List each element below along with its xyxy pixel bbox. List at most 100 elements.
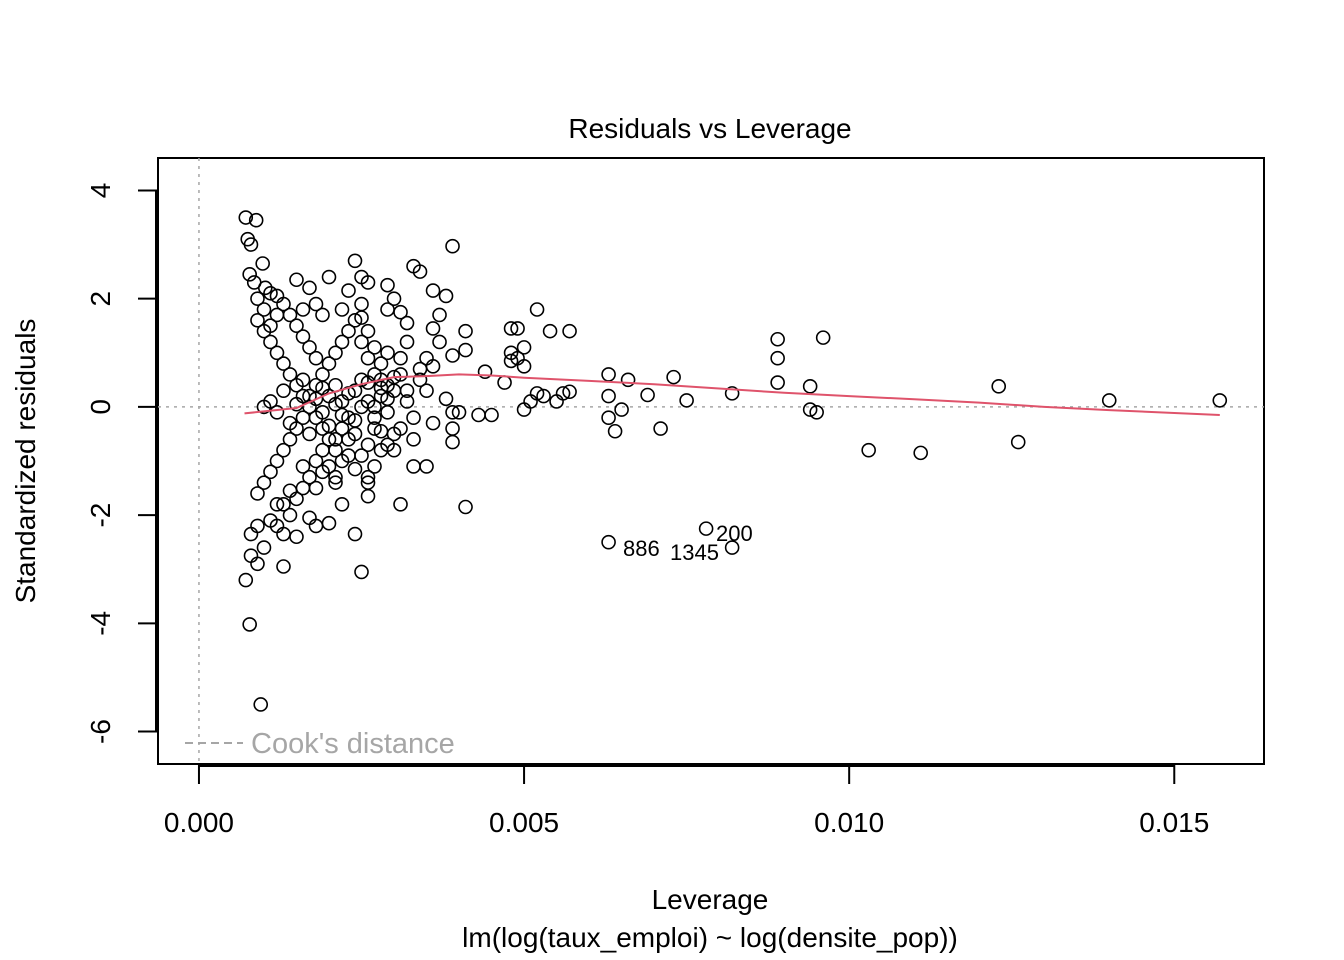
data-point — [360, 375, 376, 390]
data-point — [809, 405, 824, 420]
data-point — [360, 488, 376, 504]
data-point — [354, 296, 369, 312]
data-point — [276, 526, 291, 542]
data-point — [549, 394, 564, 409]
data-point — [399, 394, 415, 409]
data-point — [432, 307, 447, 323]
data-point — [406, 432, 421, 447]
data-point — [354, 334, 369, 350]
data-point — [406, 410, 421, 426]
data-point — [380, 391, 395, 407]
data-point — [308, 518, 324, 534]
data-point — [263, 285, 278, 301]
data-point — [614, 402, 629, 417]
data-point — [250, 556, 265, 572]
data-point — [276, 296, 291, 312]
data-point — [263, 394, 278, 409]
data-point — [354, 564, 369, 580]
data-point — [666, 369, 681, 385]
data-point — [302, 510, 317, 526]
data-point — [620, 372, 636, 388]
data-point — [263, 318, 278, 334]
data-point — [913, 445, 928, 461]
data-point — [315, 380, 330, 396]
data-point — [380, 345, 395, 361]
data-point — [250, 313, 265, 328]
data-point — [373, 423, 389, 439]
data-point — [393, 304, 408, 320]
data-point — [419, 459, 434, 474]
data-point — [328, 469, 343, 485]
data-point — [724, 386, 740, 401]
data-point — [497, 375, 512, 390]
data-point — [516, 340, 532, 355]
data-point — [321, 356, 337, 371]
data-point — [295, 372, 311, 388]
data-point — [269, 496, 285, 512]
data-point — [238, 572, 254, 588]
data-point — [334, 407, 350, 423]
smoother-line — [244, 373, 1220, 416]
data-point — [419, 383, 434, 398]
data-point — [367, 340, 382, 355]
data-point — [321, 515, 337, 531]
data-point — [334, 302, 350, 317]
data-point — [861, 442, 876, 458]
data-point — [1010, 434, 1026, 450]
data-point — [334, 453, 350, 469]
data-point — [238, 210, 254, 225]
data-point — [360, 323, 376, 339]
data-point — [536, 388, 551, 404]
data-point — [328, 396, 343, 412]
data-point — [399, 334, 415, 350]
data-point — [341, 283, 356, 298]
data-point — [451, 405, 467, 420]
data-point — [263, 464, 278, 480]
y-axis: 4 2 0 -2 -4 -6 — [85, 183, 158, 744]
data-point — [399, 315, 415, 331]
data-point — [360, 469, 376, 485]
data-point — [724, 540, 740, 555]
data-points — [238, 210, 1228, 712]
data-point — [341, 432, 356, 447]
data-point — [308, 350, 324, 366]
data-point — [367, 421, 382, 436]
x-axis: 0.000 0.005 0.010 0.015 — [164, 764, 1209, 838]
data-point — [698, 521, 714, 536]
data-point — [347, 253, 363, 269]
data-point — [529, 302, 545, 317]
y-tick-label: 0 — [85, 399, 116, 415]
data-point — [438, 391, 454, 407]
data-point — [445, 238, 460, 254]
data-point — [425, 321, 441, 336]
data-point — [1212, 393, 1228, 408]
data-point — [555, 386, 571, 401]
data-point — [477, 364, 493, 380]
data-point — [248, 212, 264, 228]
data-point — [458, 342, 473, 358]
data-point — [269, 345, 285, 361]
data-point — [282, 507, 298, 523]
data-point — [380, 277, 395, 293]
x-tick-label: 0.010 — [814, 807, 884, 838]
data-point — [445, 434, 460, 450]
data-point — [276, 442, 291, 458]
data-point — [334, 496, 350, 512]
data-point — [770, 375, 785, 390]
data-point — [542, 323, 558, 339]
data-point — [289, 529, 304, 545]
data-point — [282, 483, 298, 499]
data-point — [295, 410, 311, 426]
data-point — [315, 442, 330, 458]
data-point — [302, 469, 317, 485]
data-point — [367, 410, 382, 426]
data-point — [341, 410, 356, 426]
data-point — [380, 302, 395, 317]
data-point — [425, 283, 441, 298]
data-point — [354, 372, 369, 388]
data-point — [516, 402, 532, 417]
data-point — [503, 353, 519, 369]
data-point — [295, 459, 311, 474]
plot-frame — [157, 157, 1265, 765]
model-formula-subtitle: lm(log(taux_emploi) ~ log(densite_pop)) — [462, 922, 958, 953]
